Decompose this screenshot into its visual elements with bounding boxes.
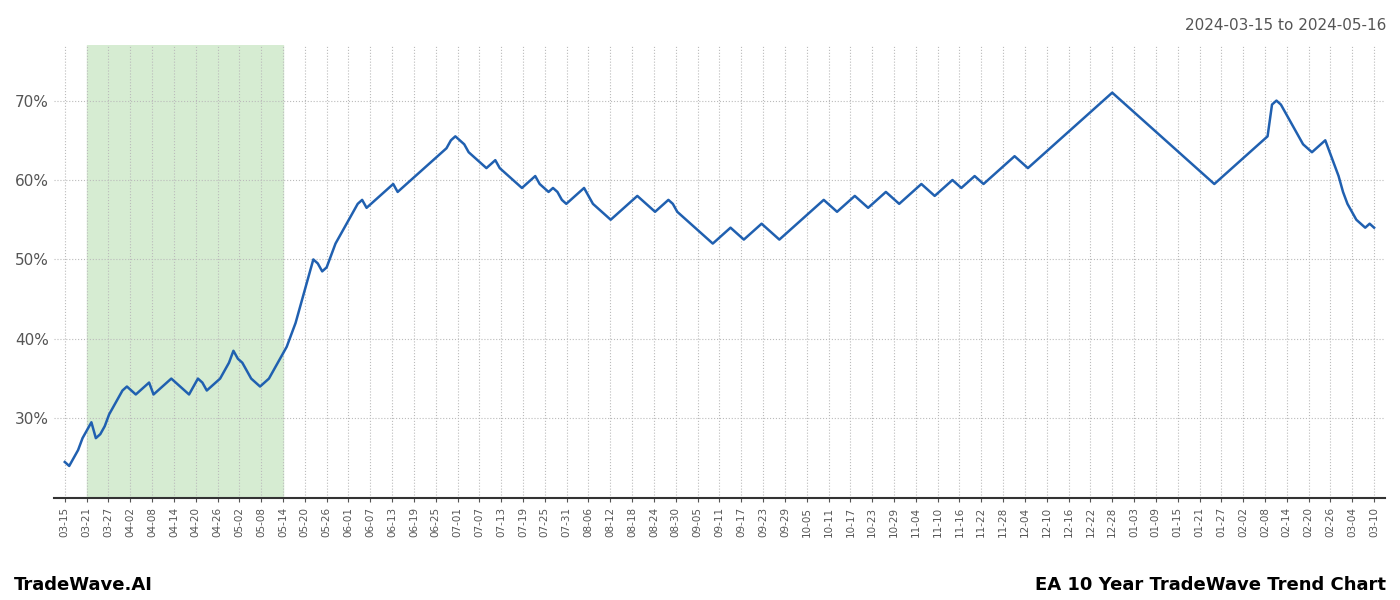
Text: TradeWave.AI: TradeWave.AI xyxy=(14,576,153,594)
Bar xyxy=(87,45,283,498)
Text: EA 10 Year TradeWave Trend Chart: EA 10 Year TradeWave Trend Chart xyxy=(1035,576,1386,594)
Text: 2024-03-15 to 2024-05-16: 2024-03-15 to 2024-05-16 xyxy=(1184,18,1386,33)
